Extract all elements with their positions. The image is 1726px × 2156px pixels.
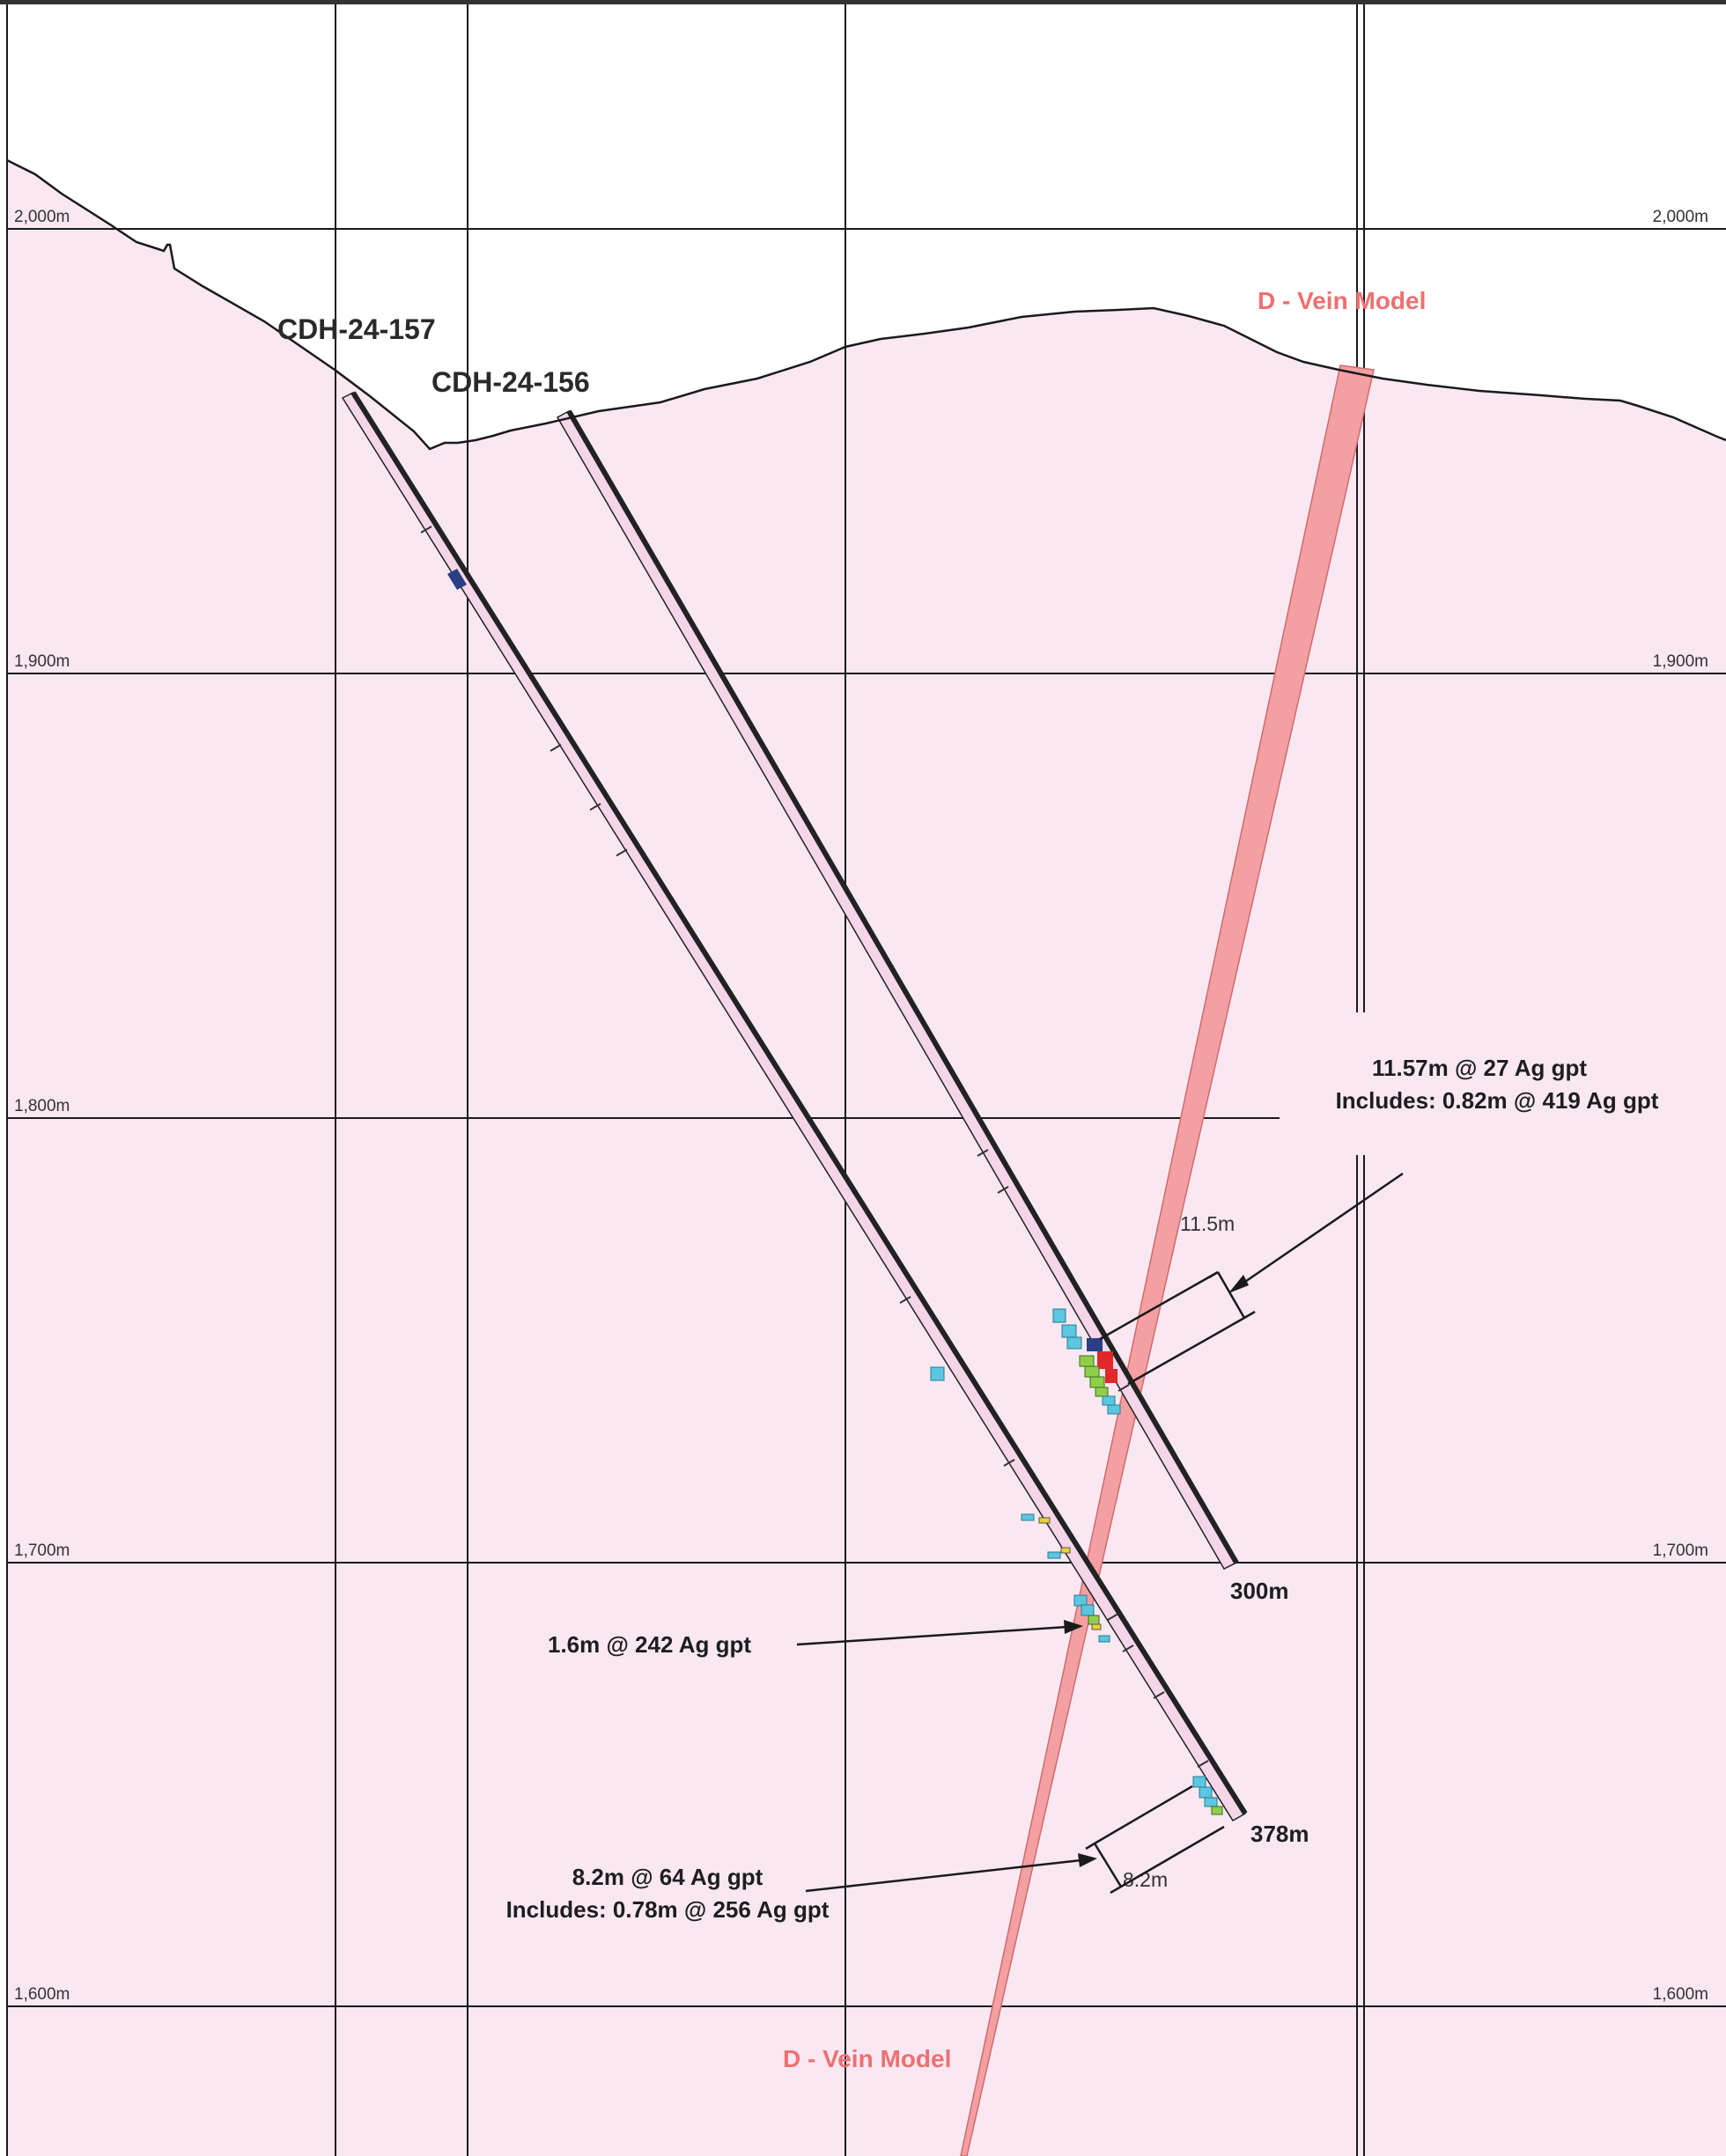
middle-intercept-line1: 1.6m @ 242 Ag gpt (548, 1631, 751, 1658)
lower-intercept-line2: Includes: 0.78m @ 256 Ag gpt (506, 1896, 830, 1923)
assay-interval-cyan (1199, 1786, 1213, 1799)
lower-intercept-arrow (805, 1853, 1097, 1893)
upper-intercept-label-box (1280, 1012, 1726, 1155)
ground-section-fill (7, 160, 1726, 2156)
assay-interval-red (1097, 1351, 1113, 1369)
upper-intercept-dimension (1099, 1270, 1256, 1386)
assay-interval-green (1095, 1387, 1109, 1397)
assay-interval-cyan (1052, 1308, 1066, 1323)
assay-interval-green (1088, 1615, 1100, 1625)
assay-interval-red (1105, 1369, 1117, 1383)
assay-interval-cyan (1192, 1776, 1206, 1788)
hole-156-ticks (977, 1149, 1130, 1392)
middle-intercept-arrow (796, 1620, 1083, 1646)
vein-model-label-top: D - Vein Model (1258, 287, 1426, 314)
hole-label-cdh-24-156: CDH-24-156 (432, 366, 590, 398)
hole-156-trace-line (566, 409, 1239, 1564)
vein-model-label-bottom: D - Vein Model (783, 2045, 951, 2072)
assay-interval-cyan (1021, 1513, 1035, 1521)
elevation-label-right-1600: 1,600m (1653, 1985, 1708, 2004)
drill-hole-cdh-24-156 (556, 409, 1239, 1570)
assay-interval-cyan (930, 1366, 945, 1381)
assay-interval-yellow (1060, 1547, 1071, 1554)
lower-intercept-dimension (1085, 1784, 1225, 1895)
assay-interval-cyan (1098, 1635, 1110, 1643)
upper-intercept-width: 11.5m (1180, 1212, 1235, 1235)
drill-hole-cdh-24-157 (341, 391, 1248, 1822)
assay-interval-cyan (1066, 1336, 1082, 1350)
lower-intercept-line1: 8.2m @ 64 Ag gpt (572, 1864, 763, 1890)
elevation-grid (7, 228, 1726, 2007)
assay-interval-green (1079, 1355, 1095, 1367)
assay-interval-cyan (1047, 1551, 1061, 1559)
hole-157-assay-intervals (447, 569, 1223, 1815)
assay-interval-cyan (1081, 1604, 1095, 1616)
assay-interval-green (1089, 1376, 1105, 1388)
assay-interval-cyan (1102, 1395, 1116, 1406)
assay-interval-cyan (1073, 1594, 1088, 1607)
assay-interval-navy (1087, 1338, 1103, 1351)
upper-intercept-arrow (1228, 1172, 1404, 1293)
assay-interval-navy (447, 569, 467, 590)
assay-interval-cyan (1107, 1404, 1121, 1415)
assay-interval-yellow (1038, 1517, 1051, 1524)
elevation-label-left-1900: 1,900m (14, 652, 70, 671)
hole-label-cdh-24-157: CDH-24-157 (277, 313, 436, 345)
easting-grid (6, 4, 1365, 2156)
assay-interval-green (1084, 1365, 1100, 1378)
elevation-label-left-1800: 1,800m (14, 1097, 70, 1115)
assay-interval-cyan (1204, 1797, 1218, 1807)
topographic-surface-line (6, 158, 1726, 451)
elevation-label-right-1900: 1,900m (1653, 652, 1708, 671)
elevation-label-left-1600: 1,600m (14, 1985, 70, 2004)
hole-157-end-depth: 378m (1250, 1821, 1309, 1847)
elevation-label-left-2000: 2,000m (14, 208, 70, 226)
upper-intercept-line1: 11.57m @ 27 Ag gpt (1372, 1055, 1587, 1081)
frame-top-border (0, 0, 1726, 4)
hole-157-ticks (420, 526, 1209, 1768)
hole-157-trace-line (350, 391, 1248, 1815)
upper-intercept-line2: Includes: 0.82m @ 419 Ag gpt (1336, 1087, 1659, 1114)
hole-156-end-depth: 300m (1230, 1578, 1289, 1604)
elevation-label-left-1700: 1,700m (14, 1542, 70, 1560)
assay-interval-green (1211, 1806, 1223, 1815)
assay-interval-yellow (1091, 1623, 1102, 1630)
assay-interval-cyan (1061, 1324, 1077, 1338)
elevation-label-right-2000: 2,000m (1653, 208, 1708, 226)
elevation-label-right-1700: 1,700m (1653, 1542, 1708, 1560)
hole-156-assay-intervals (1052, 1308, 1121, 1415)
